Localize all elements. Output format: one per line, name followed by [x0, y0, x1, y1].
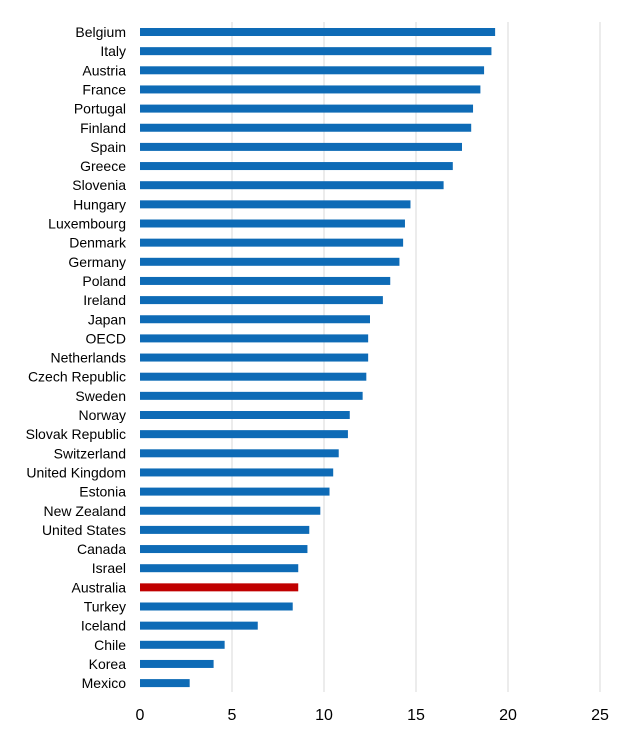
- x-axis-tick-labels: 0 5 10 15 20 25: [136, 707, 609, 724]
- category-label: Hungary: [73, 196, 126, 212]
- bar-netherlands: [140, 353, 369, 362]
- bar-slovak-republic: [140, 430, 348, 439]
- category-label: Germany: [68, 254, 126, 270]
- category-label: France: [82, 81, 126, 97]
- bar-sweden: [140, 391, 363, 400]
- bar-canada: [140, 545, 308, 554]
- category-label: Finland: [80, 120, 126, 136]
- bar-switzerland: [140, 449, 339, 458]
- category-label: Mexico: [82, 675, 127, 691]
- category-label: United Kingdom: [26, 464, 126, 480]
- x-tick-label: 5: [228, 707, 237, 724]
- x-tick-label: 0: [136, 707, 145, 724]
- bar-luxembourg: [140, 219, 405, 228]
- bars: [140, 28, 496, 688]
- category-label: Iceland: [81, 618, 126, 634]
- category-label: Spain: [90, 139, 126, 155]
- category-label: Portugal: [74, 101, 126, 117]
- category-label: Japan: [88, 311, 126, 327]
- bar-korea: [140, 659, 214, 668]
- bar-turkey: [140, 602, 293, 611]
- category-label: New Zealand: [44, 503, 127, 519]
- bar-greece: [140, 162, 453, 171]
- bar-poland: [140, 276, 391, 285]
- bar-hungary: [140, 200, 411, 209]
- bar-oecd: [140, 334, 369, 343]
- bar-italy: [140, 47, 492, 56]
- x-tick-label: 20: [499, 707, 517, 724]
- gridlines: [231, 22, 601, 692]
- category-label: OECD: [86, 330, 126, 346]
- bar-estonia: [140, 487, 330, 496]
- category-label: Slovenia: [72, 177, 126, 193]
- bar-spain: [140, 142, 462, 151]
- bar-united-states: [140, 525, 310, 534]
- category-label: Netherlands: [51, 350, 127, 366]
- category-label: Australia: [72, 579, 127, 595]
- x-tick-label: 25: [591, 707, 609, 724]
- bar-iceland: [140, 621, 258, 630]
- category-label: Czech Republic: [28, 369, 126, 385]
- category-labels: Belgium Italy Austria France Portugal Finland…: [26, 24, 127, 691]
- bar-czech-republic: [140, 372, 367, 381]
- bar-denmark: [140, 238, 404, 247]
- category-label: Korea: [89, 656, 127, 672]
- category-label: Canada: [77, 541, 126, 557]
- category-label: Chile: [94, 637, 126, 653]
- category-label: Turkey: [84, 599, 126, 615]
- category-label: Poland: [82, 273, 126, 289]
- bar-united-kingdom: [140, 468, 334, 477]
- category-label: Switzerland: [54, 445, 126, 461]
- bar-australia: [140, 583, 299, 592]
- category-label: Luxembourg: [48, 216, 126, 232]
- bar-germany: [140, 257, 400, 266]
- bar-slovenia: [140, 181, 444, 190]
- category-label: Italy: [100, 43, 126, 59]
- bar-japan: [140, 315, 370, 324]
- bar-new-zealand: [140, 506, 321, 515]
- bar-mexico: [140, 679, 190, 688]
- bar-israel: [140, 564, 299, 573]
- bar-france: [140, 85, 481, 94]
- bar-portugal: [140, 104, 474, 113]
- category-label: Estonia: [79, 484, 126, 500]
- category-label: Denmark: [69, 235, 127, 251]
- bar-ireland: [140, 296, 383, 305]
- category-label: Norway: [79, 407, 126, 423]
- bar-chile: [140, 640, 225, 649]
- category-label: Israel: [92, 560, 126, 576]
- x-tick-label: 15: [407, 707, 425, 724]
- x-tick-label: 10: [315, 707, 333, 724]
- bar-austria: [140, 66, 485, 75]
- category-label: Belgium: [75, 24, 126, 40]
- category-label: Sweden: [75, 388, 126, 404]
- bar-finland: [140, 123, 472, 132]
- category-label: Slovak Republic: [26, 426, 126, 442]
- category-label: United States: [42, 522, 126, 538]
- bar-norway: [140, 411, 350, 419]
- category-label: Austria: [82, 62, 126, 78]
- category-label: Greece: [80, 158, 126, 174]
- category-label: Ireland: [83, 292, 126, 308]
- bar-belgium: [140, 28, 496, 36]
